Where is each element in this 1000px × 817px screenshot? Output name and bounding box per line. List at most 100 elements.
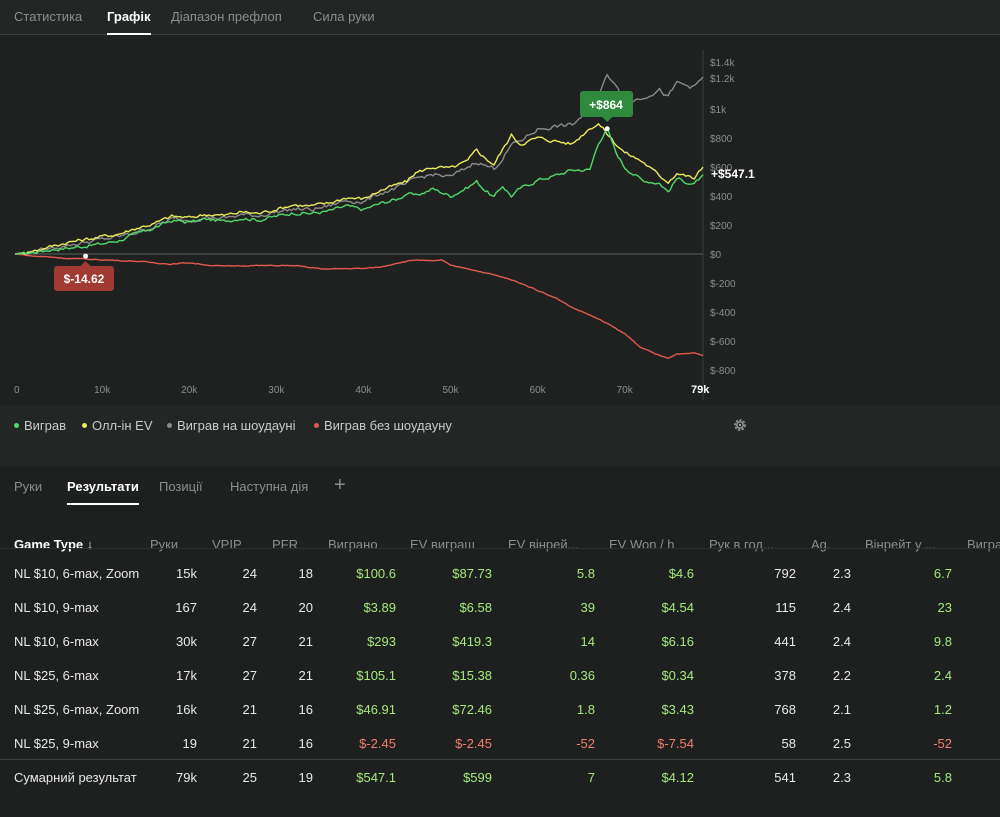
x-tick-label: 60k bbox=[530, 385, 547, 396]
legend-dot-allin-ev bbox=[82, 423, 87, 429]
x-tick-label: 20k bbox=[181, 385, 198, 396]
legend-item-non-showdown[interactable]: Виграв без шоудауну bbox=[314, 418, 452, 433]
cell-ev-won: $15.38 bbox=[452, 668, 492, 683]
max-badge bbox=[580, 91, 633, 117]
tab-preflop-range[interactable]: Діапазон префлоп bbox=[171, 9, 282, 24]
cell-pfr: 18 bbox=[298, 566, 313, 581]
y-tick-label: $0 bbox=[710, 250, 722, 261]
legend-item-showdown[interactable]: Виграв на шоудауні bbox=[167, 418, 296, 433]
series-line-allin-ev bbox=[14, 123, 704, 255]
tab-results[interactable]: Результати bbox=[67, 479, 139, 505]
cell-winrate: 1.2 bbox=[933, 702, 952, 717]
column-header-won[interactable]: Виграно bbox=[328, 537, 378, 552]
cell-aggression: 2.4 bbox=[832, 600, 851, 615]
cell-ev-winrate: 39 bbox=[580, 600, 595, 615]
cell-ev-won: $419.3 bbox=[452, 634, 492, 649]
cell-ev-won: $72.46 bbox=[452, 702, 492, 717]
cell-aggression: 2.2 bbox=[832, 668, 851, 683]
cell-ev-won-per-hour: $-7.54 bbox=[657, 736, 694, 751]
cell-hands-per-hour: 768 bbox=[774, 702, 796, 717]
table-row[interactable]: NL $10, 6-max 30k 27 21 $293 $419.3 14 $6.16 441… bbox=[0, 634, 1000, 664]
cell-aggression: 2.3 bbox=[832, 566, 851, 581]
cell-won: $3.89 bbox=[363, 600, 396, 615]
cell-hands-per-hour: 441 bbox=[774, 634, 796, 649]
table-row[interactable]: NL $25, 6-max, Zoom 16k 21 16 $46.91 $72.46 1.… bbox=[0, 702, 1000, 732]
table-row[interactable]: NL $10, 9-max 167 24 20 $3.89 $6.58 39 $4.54 115… bbox=[0, 600, 1000, 630]
column-header-won-2[interactable]: Виграв bbox=[967, 537, 1000, 552]
cell-hands-per-hour: 792 bbox=[774, 566, 796, 581]
gear-icon[interactable] bbox=[732, 417, 748, 433]
column-header-game-type[interactable]: Game Type ↓ bbox=[14, 537, 94, 552]
cell-winrate: 2.4 bbox=[933, 668, 952, 683]
cell-pfr: 21 bbox=[298, 668, 313, 683]
y-tick-label: $-400 bbox=[710, 308, 736, 319]
column-header-winrate[interactable]: Вінрейт у ... bbox=[865, 537, 936, 552]
cell-ev-won-per-hour: $4.12 bbox=[661, 770, 694, 785]
total-row[interactable]: Сумарний результат 79k 25 19 $547.1 $599 7 $4.1… bbox=[0, 770, 1000, 800]
cell-ev-won: $6.58 bbox=[459, 600, 492, 615]
total-divider bbox=[0, 759, 1000, 760]
cell-ev-winrate: -52 bbox=[576, 736, 595, 751]
tab-hand-strength[interactable]: Сила руки bbox=[313, 9, 375, 24]
results-panel: Руки Результати Позиції Наступна дія + bbox=[0, 466, 1000, 817]
column-header-ev-winrate[interactable]: EV вінрей... bbox=[508, 537, 579, 552]
x-tick-label: 10k bbox=[94, 385, 111, 396]
tab-hands[interactable]: Руки bbox=[14, 479, 43, 494]
x-tick-label: 70k bbox=[617, 385, 634, 396]
cell-ev-won: $-2.45 bbox=[455, 736, 492, 751]
cell-ev-won-per-hour: $4.54 bbox=[661, 600, 694, 615]
column-header-hands[interactable]: Руки bbox=[150, 537, 179, 552]
cell-game-type: NL $10, 9-max bbox=[14, 600, 99, 615]
cell-hands: 16k bbox=[176, 702, 197, 717]
column-header-pfr[interactable]: PFR bbox=[272, 537, 298, 552]
y-tick-label: $-800 bbox=[710, 366, 736, 377]
cell-won: $547.1 bbox=[356, 770, 396, 785]
column-header-ev-won[interactable]: EV виграш bbox=[410, 537, 475, 552]
column-header-hands-per-hour[interactable]: Рук в год... bbox=[709, 537, 774, 552]
results-chart[interactable]: $1.4k $1.2k $1k $800 $600 $400 $200 $0 $-200 $-40… bbox=[0, 35, 1000, 405]
y-tick-label: $-600 bbox=[710, 337, 736, 348]
column-header-ev-won-per-hour[interactable]: EV Won / h bbox=[609, 537, 675, 552]
cell-vpip: 21 bbox=[242, 736, 257, 751]
cell-game-type: NL $10, 6-max bbox=[14, 634, 99, 649]
column-header-aggression[interactable]: Ag. bbox=[811, 537, 831, 552]
min-badge-pointer bbox=[80, 261, 91, 266]
legend-item-allin-ev[interactable]: Олл-ін EV bbox=[82, 418, 153, 433]
cell-ev-winrate: 7 bbox=[587, 770, 595, 785]
y-tick-label: $800 bbox=[710, 134, 733, 145]
cell-game-type: NL $25, 6-max, Zoom bbox=[14, 702, 140, 717]
x-end-label: 79k bbox=[691, 384, 710, 396]
series-line-non-showdown bbox=[14, 253, 704, 359]
end-value-label: +$547.1 bbox=[711, 167, 755, 181]
cell-winrate: 6.7 bbox=[933, 566, 952, 581]
top-tab-bar: Статистика Графік Діапазон префлоп Сила … bbox=[0, 0, 1000, 35]
y-tick-label: $-200 bbox=[710, 279, 736, 290]
cell-pfr: 16 bbox=[298, 702, 313, 717]
x-tick-label: 40k bbox=[355, 385, 372, 396]
cell-hands: 19 bbox=[182, 736, 197, 751]
table-row[interactable]: NL $25, 9-max 19 21 16 $-2.45 $-2.45 -52 $-7.54… bbox=[0, 736, 1000, 766]
table-row[interactable]: NL $10, 6-max, Zoom 15k 24 18 $100.6 $87.73 5.… bbox=[0, 566, 1000, 596]
cell-ev-won: $599 bbox=[463, 770, 492, 785]
table-row[interactable]: NL $25, 6-max 17k 27 21 $105.1 $15.38 0.36 $0.3… bbox=[0, 668, 1000, 698]
cell-hands-per-hour: 541 bbox=[774, 770, 796, 785]
cell-vpip: 27 bbox=[242, 634, 257, 649]
cell-won: $100.6 bbox=[356, 566, 396, 581]
cell-vpip: 21 bbox=[242, 702, 257, 717]
series-line-win bbox=[14, 127, 704, 255]
tab-next-action[interactable]: Наступна дія bbox=[230, 479, 309, 494]
tab-graph[interactable]: Графік bbox=[107, 9, 151, 35]
y-tick-label: $200 bbox=[710, 221, 733, 232]
y-tick-label: $1.4k bbox=[710, 58, 735, 69]
cell-ev-winrate: 1.8 bbox=[576, 702, 595, 717]
legend-item-win[interactable]: Виграв bbox=[14, 418, 66, 433]
cell-game-type: NL $25, 6-max bbox=[14, 668, 99, 683]
min-point-marker bbox=[83, 253, 89, 259]
cell-won: $105.1 bbox=[356, 668, 396, 683]
cell-hands-per-hour: 378 bbox=[774, 668, 796, 683]
column-header-vpip[interactable]: VPIP bbox=[212, 537, 242, 552]
y-tick-label: $600 bbox=[710, 163, 733, 174]
tab-statistics[interactable]: Статистика bbox=[14, 9, 83, 24]
add-tab-icon[interactable]: + bbox=[334, 474, 346, 496]
tab-positions[interactable]: Позиції bbox=[159, 479, 203, 494]
